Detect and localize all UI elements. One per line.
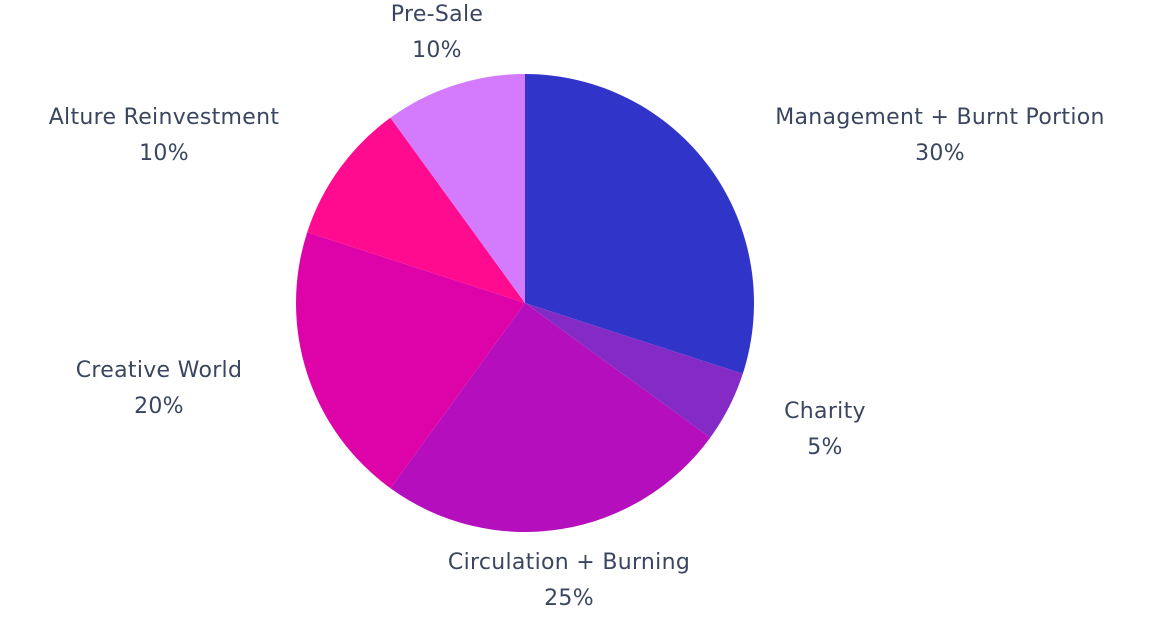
- label-circulation-burning: Circulation + Burning 25%: [448, 545, 690, 617]
- slice-percent: 5%: [807, 435, 843, 460]
- pie-slice-management-burnt-portion[interactable]: [525, 74, 754, 374]
- pie-slice-charity[interactable]: [525, 303, 743, 438]
- slice-name: Alture Reinvestment: [48, 105, 280, 130]
- slice-percent: 10%: [139, 141, 189, 166]
- slice-percent: 10%: [412, 38, 462, 63]
- label-alture-reinvestment: Alture Reinvestment 10%: [49, 100, 280, 172]
- pie-slice-creative-world[interactable]: [296, 232, 525, 489]
- slice-name: Management + Burnt Portion: [775, 105, 1105, 130]
- label-pre-sale: Pre-Sale 10%: [391, 0, 483, 69]
- label-creative-world: Creative World 20%: [76, 353, 242, 425]
- pie-slice-alture-reinvestment[interactable]: [307, 117, 525, 304]
- slice-name: Circulation + Burning: [447, 550, 691, 575]
- slice-name: Creative World: [75, 358, 243, 383]
- pie-slice-pre-sale[interactable]: [390, 74, 525, 303]
- slice-name: Pre-Sale: [390, 2, 484, 27]
- label-charity: Charity 5%: [784, 394, 866, 466]
- pie-slice-circulation-burning[interactable]: [390, 303, 711, 532]
- slice-percent: 30%: [915, 141, 965, 166]
- slice-name: Charity: [784, 399, 866, 424]
- label-management-burnt-portion: Management + Burnt Portion 30%: [775, 100, 1105, 172]
- slice-percent: 25%: [544, 586, 594, 611]
- slice-percent: 20%: [134, 394, 184, 419]
